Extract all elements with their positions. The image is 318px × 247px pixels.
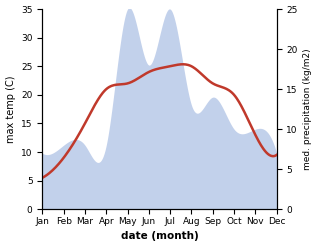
X-axis label: date (month): date (month) [121, 231, 198, 242]
Y-axis label: med. precipitation (kg/m2): med. precipitation (kg/m2) [303, 48, 313, 170]
Y-axis label: max temp (C): max temp (C) [5, 75, 16, 143]
